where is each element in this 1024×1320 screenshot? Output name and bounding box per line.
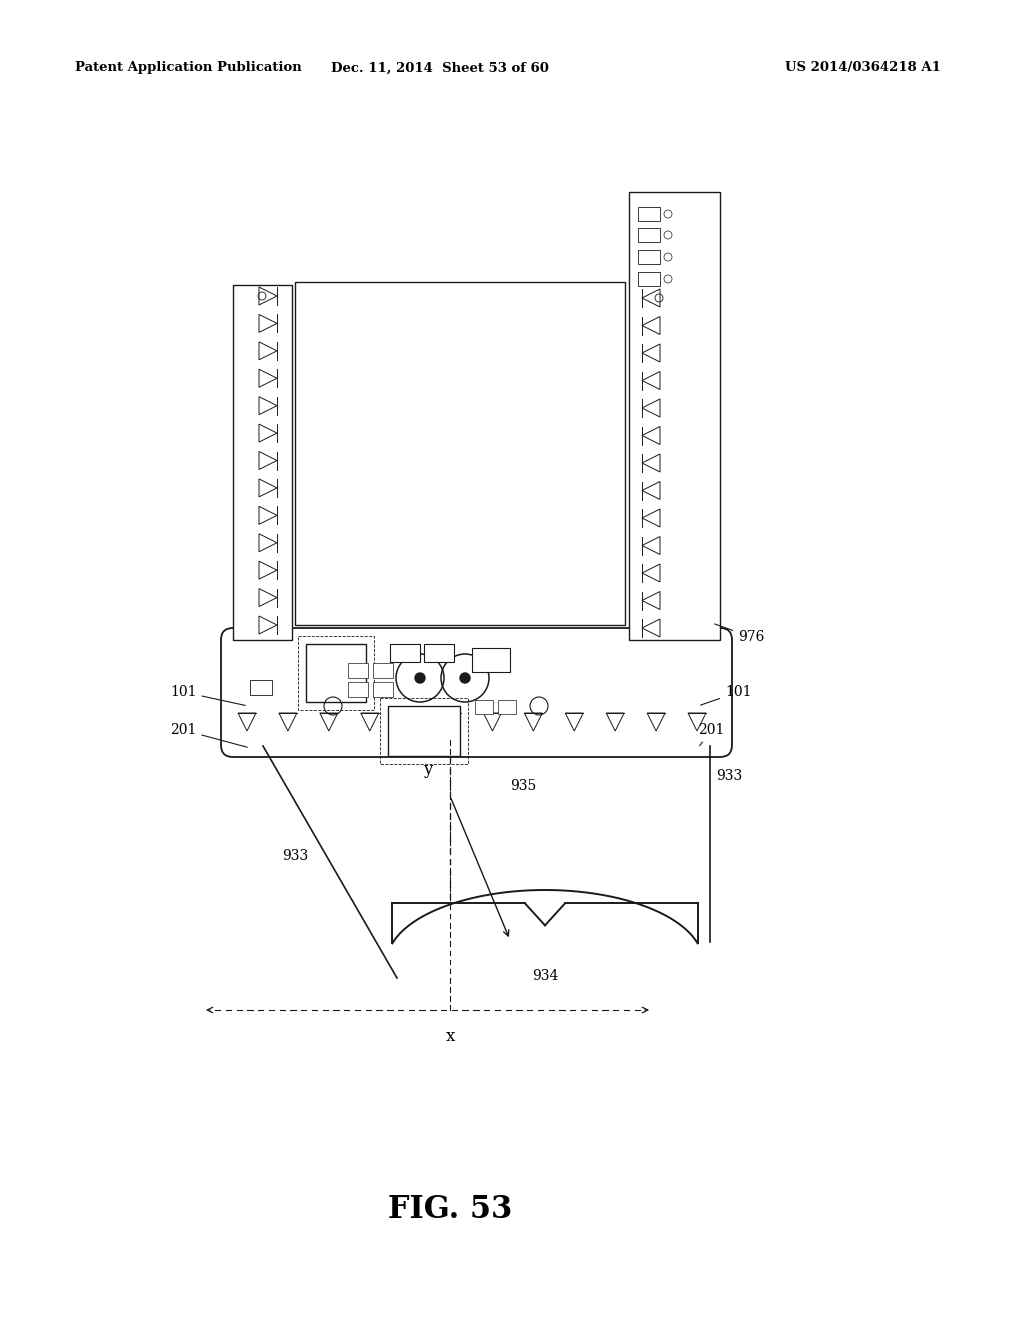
Bar <box>250 680 272 696</box>
Text: 934: 934 <box>531 969 558 983</box>
Text: FIG. 53: FIG. 53 <box>388 1195 512 1225</box>
Bar <box>472 648 510 672</box>
Bar <box>373 663 393 678</box>
Text: Patent Application Publication: Patent Application Publication <box>75 62 302 74</box>
Text: US 2014/0364218 A1: US 2014/0364218 A1 <box>785 62 941 74</box>
Bar <box>295 282 625 624</box>
Bar <box>233 285 292 640</box>
Bar <box>424 644 454 663</box>
Bar <box>498 700 516 714</box>
Text: 101: 101 <box>170 685 246 705</box>
Text: 976: 976 <box>715 624 764 644</box>
Bar <box>629 191 720 640</box>
Bar <box>638 207 660 220</box>
Bar <box>638 249 660 264</box>
Text: 935: 935 <box>510 779 537 793</box>
FancyBboxPatch shape <box>221 628 732 756</box>
Bar <box>475 700 493 714</box>
Circle shape <box>415 673 425 682</box>
Bar <box>348 682 368 697</box>
Bar <box>638 228 660 242</box>
Bar <box>390 644 420 663</box>
Bar <box>298 636 374 710</box>
Text: 101: 101 <box>700 685 752 705</box>
Bar <box>388 706 460 756</box>
Bar <box>348 663 368 678</box>
Circle shape <box>460 673 470 682</box>
Bar <box>373 682 393 697</box>
Text: Dec. 11, 2014  Sheet 53 of 60: Dec. 11, 2014 Sheet 53 of 60 <box>331 62 549 74</box>
Text: 201: 201 <box>170 723 248 747</box>
Text: 933: 933 <box>716 770 742 783</box>
Bar <box>638 272 660 286</box>
Text: 933: 933 <box>282 849 308 863</box>
Bar <box>306 644 366 702</box>
Bar <box>380 698 468 764</box>
Text: x: x <box>445 1028 455 1045</box>
Text: y: y <box>423 762 432 779</box>
Text: 201: 201 <box>698 723 724 746</box>
